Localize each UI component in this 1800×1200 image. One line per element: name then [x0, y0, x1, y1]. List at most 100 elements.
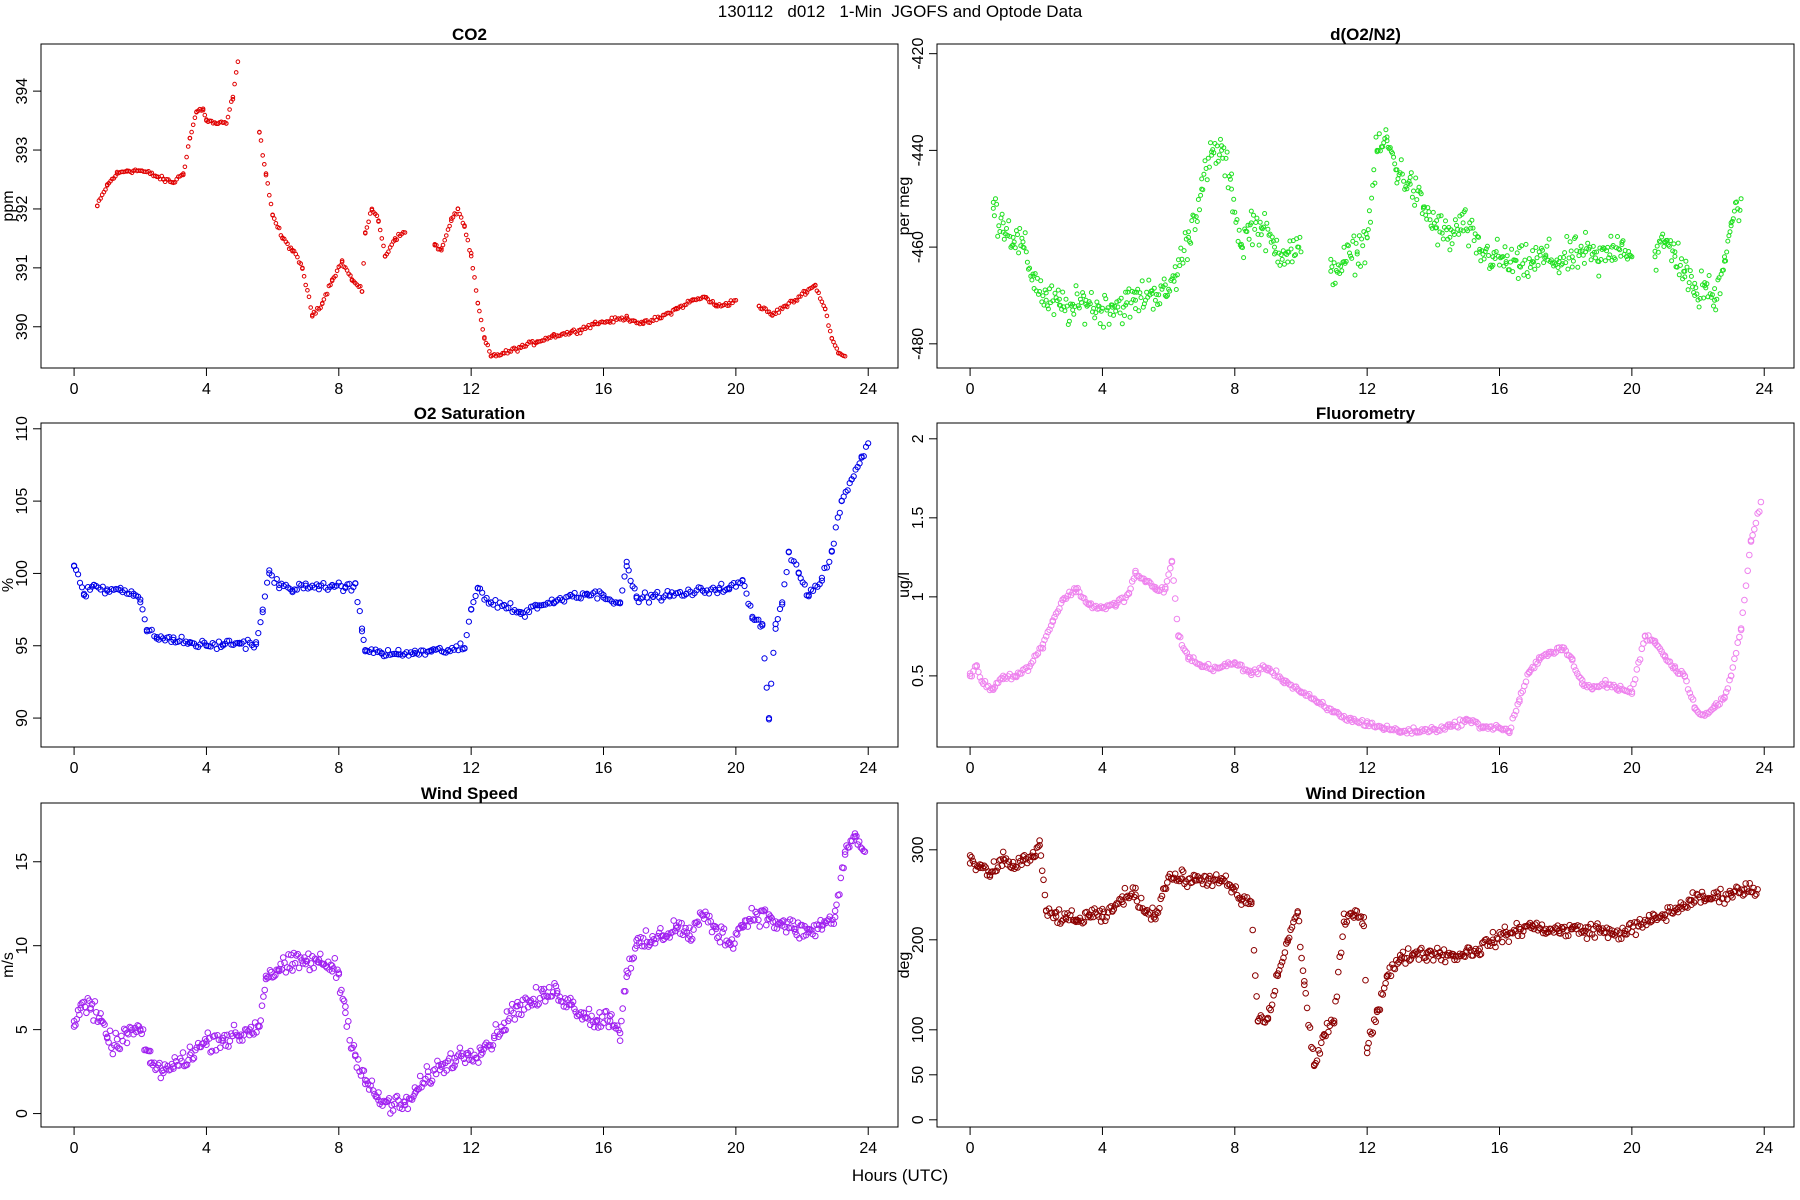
x-tick-label-co2: 24 — [859, 381, 877, 398]
data-point — [302, 957, 310, 965]
data-point — [534, 602, 541, 609]
data-point — [814, 925, 822, 933]
data-point — [1284, 679, 1291, 687]
data-point — [695, 921, 703, 928]
data-point — [1313, 1057, 1321, 1064]
data-point — [424, 1073, 432, 1080]
data-point — [633, 942, 640, 950]
panel-title-wind-direction: Wind Direction — [1306, 784, 1426, 803]
data-point — [1625, 256, 1630, 262]
data-point — [657, 315, 663, 321]
data-point — [1675, 240, 1681, 246]
y-tick-label-o2-saturation: 105 — [14, 488, 31, 515]
panel-title-o2-saturation: O2 Saturation — [414, 404, 525, 423]
data-point — [616, 1029, 624, 1037]
data-point — [1641, 633, 1649, 640]
data-point — [468, 606, 475, 613]
data-point — [1527, 265, 1533, 270]
data-point — [491, 1034, 498, 1042]
data-point — [388, 1101, 396, 1109]
data-point — [373, 1093, 381, 1101]
data-point — [751, 917, 758, 924]
data-point — [968, 853, 975, 861]
data-point — [473, 288, 479, 293]
data-point — [1039, 299, 1045, 305]
data-point — [826, 558, 833, 566]
data-point — [93, 1009, 100, 1016]
data-point — [1741, 596, 1748, 604]
data-point — [765, 915, 773, 923]
data-point — [710, 299, 716, 304]
data-point — [1709, 292, 1715, 298]
data-point — [536, 602, 543, 609]
data-point — [1239, 667, 1247, 675]
data-point — [1181, 248, 1187, 254]
data-point — [259, 609, 266, 616]
data-point — [1580, 252, 1586, 258]
data-point — [346, 580, 353, 588]
data-point — [1749, 532, 1756, 539]
data-point — [1142, 577, 1149, 585]
data-point — [473, 1054, 481, 1062]
data-point — [1336, 953, 1343, 961]
data-point — [271, 579, 278, 586]
data-point — [1017, 226, 1023, 231]
data-point — [1170, 273, 1176, 279]
data-point — [1443, 218, 1448, 224]
x-tick-label-wind-speed: 0 — [70, 1140, 79, 1157]
data-point — [1227, 176, 1233, 182]
data-point — [210, 1033, 217, 1040]
data-point — [1702, 283, 1708, 289]
plot-frame-d-o2-n2 — [936, 43, 1795, 369]
data-point — [740, 923, 748, 930]
y-axis-label-d-o2-n2: per meg — [896, 177, 913, 236]
data-point — [1482, 249, 1488, 255]
data-point — [1258, 232, 1264, 238]
data-point — [1081, 293, 1087, 299]
data-point — [1293, 252, 1298, 258]
x-tick-label-fluorometry: 20 — [1623, 760, 1641, 777]
data-point — [743, 590, 750, 597]
data-point — [297, 954, 304, 961]
data-point — [1583, 249, 1588, 255]
data-point — [1672, 249, 1678, 255]
data-point — [830, 920, 838, 928]
data-point — [444, 233, 449, 238]
data-point — [1476, 234, 1482, 240]
data-point — [139, 606, 146, 613]
data-point — [1119, 893, 1126, 900]
data-point — [821, 564, 828, 572]
data-point — [455, 206, 461, 212]
data-point — [1023, 249, 1029, 255]
data-point — [999, 848, 1007, 856]
data-point — [1573, 234, 1579, 240]
data-point — [1232, 209, 1238, 215]
data-point — [1191, 213, 1197, 219]
data-point — [1697, 899, 1704, 906]
data-point — [352, 580, 359, 587]
data-point — [1372, 180, 1378, 186]
data-point — [567, 592, 574, 599]
data-point — [1253, 668, 1260, 676]
data-point — [544, 993, 552, 1001]
data-point — [1334, 708, 1341, 716]
data-point — [1265, 226, 1271, 232]
data-point — [1701, 712, 1708, 719]
data-point — [1257, 219, 1263, 225]
data-point — [204, 1029, 212, 1036]
data-point — [842, 353, 848, 359]
data-point — [445, 227, 451, 232]
data-point — [267, 192, 272, 198]
data-point — [1103, 296, 1109, 302]
data-point — [1511, 711, 1518, 719]
data-point — [1593, 255, 1598, 261]
y-tick-label-o2-saturation: 100 — [14, 560, 31, 587]
data-point — [1373, 134, 1379, 140]
data-point — [146, 1047, 154, 1055]
x-tick-label-wind-direction: 24 — [1755, 1140, 1773, 1157]
data-point — [1711, 303, 1716, 309]
data-point — [1356, 233, 1362, 239]
data-point — [487, 349, 492, 354]
data-point — [236, 639, 243, 647]
data-point — [1066, 588, 1073, 596]
